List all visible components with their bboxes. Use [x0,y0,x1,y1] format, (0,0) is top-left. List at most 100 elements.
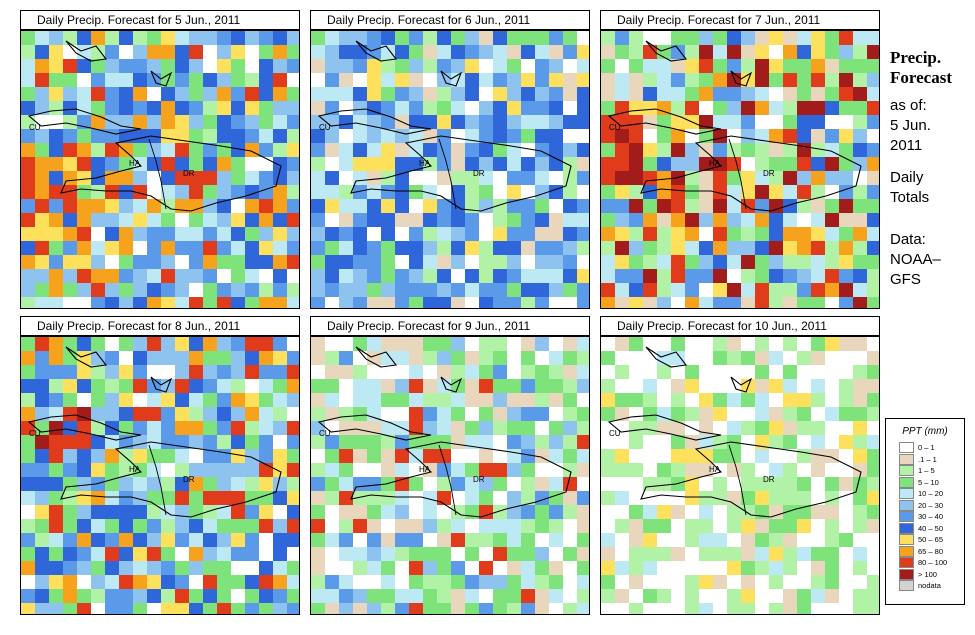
precip-cell [825,241,839,255]
precip-cell [713,255,727,269]
precip-cell [133,241,147,255]
precip-cell [769,491,783,505]
precip-cell [685,227,699,241]
precip-cell [643,421,657,435]
precip-cell [465,31,479,45]
precip-cell [395,157,409,171]
precip-cell [105,199,119,213]
precip-cell [231,255,245,269]
precip-cell [63,255,77,269]
precip-cell [727,379,741,393]
precip-cell [353,421,367,435]
precip-cell [825,575,839,589]
precip-cell [189,45,203,59]
precip-cell [867,101,879,115]
precip-cell [63,59,77,73]
precip-cell [685,365,699,379]
precip-cell [49,505,63,519]
precip-cell [507,379,521,393]
precip-cell [685,269,699,283]
precip-cell [381,213,395,227]
precip-cell [811,241,825,255]
precip-cell [423,379,437,393]
precip-cell [367,547,381,561]
precip-cell [311,213,325,227]
precip-cell [77,561,91,575]
precip-cell [409,519,423,533]
precip-cell [601,45,615,59]
precip-cell [77,407,91,421]
precip-cell [479,199,493,213]
precip-cell [21,379,35,393]
precip-cell [867,227,879,241]
precip-cell [409,463,423,477]
precip-cell [507,45,521,59]
precip-cell [783,31,797,45]
precip-cell [91,491,105,505]
precip-cell [339,449,353,463]
precip-cell [451,519,465,533]
precip-cell [203,603,217,614]
precip-cell [245,255,259,269]
precip-map: CU HA DR [310,336,590,615]
precip-cell [601,407,615,421]
country-label-cu: CU [319,123,331,132]
coastline [355,40,398,62]
precip-cell [769,297,783,308]
precip-cell [175,533,189,547]
precip-cell [741,351,755,365]
precip-cell [493,185,507,199]
precip-cell [133,45,147,59]
precip-cell [217,589,231,603]
precip-cell [287,561,299,575]
heading-line-1: Precip. [890,48,942,67]
precip-cell [381,227,395,241]
precip-cell [521,283,535,297]
precip-cell [479,241,493,255]
precip-cell [577,171,589,185]
precip-cell [381,129,395,143]
precip-cell [189,407,203,421]
precip-cell [769,157,783,171]
precip-cell [629,561,643,575]
precip-cell [245,379,259,393]
precip-cell [395,449,409,463]
precip-cell [91,115,105,129]
precip-cell [601,73,615,87]
precip-cell [353,213,367,227]
precip-cell [325,283,339,297]
precip-cell [535,255,549,269]
precip-cell [133,561,147,575]
precip-cell [769,87,783,101]
precip-cell [21,337,35,351]
precip-cell [105,143,119,157]
legend-label: 10 – 20 [918,489,944,499]
precip-cell [49,547,63,561]
precip-cell [727,589,741,603]
precip-cell [451,269,465,283]
precip-cell [339,185,353,199]
precip-cell [423,185,437,199]
country-label-ha: HA [709,465,721,474]
precip-cell [217,115,231,129]
precip-cell [465,421,479,435]
precip-cell [203,45,217,59]
precip-cell [245,269,259,283]
precip-cell [563,283,577,297]
precip-cell [493,101,507,115]
precip-cell [535,505,549,519]
precip-cell [451,337,465,351]
precip-cell [231,269,245,283]
precip-cell [535,297,549,308]
precip-cell [769,199,783,213]
precip-cell [423,199,437,213]
precip-cell [339,143,353,157]
precip-cell [713,31,727,45]
precip-cell [493,463,507,477]
precip-cell [161,603,175,614]
precip-cell [839,575,853,589]
precip-cell [493,171,507,185]
precip-cell [853,241,867,255]
precip-cell [755,575,769,589]
